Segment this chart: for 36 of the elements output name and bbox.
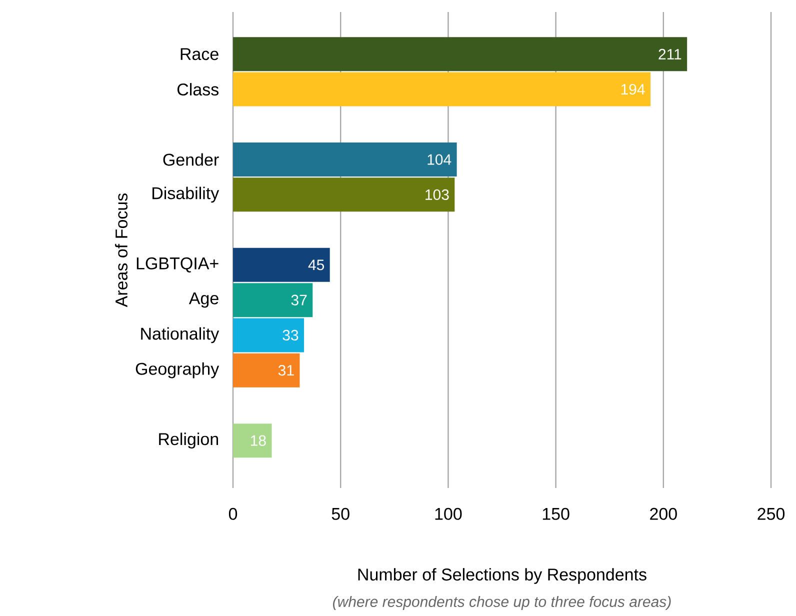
x-tick-label: 0 [228, 508, 238, 520]
y-tick-label: Age [188, 292, 218, 308]
text: (where respondents chose up to three focus areas) [333, 596, 671, 610]
y-tick-label: Geography [136, 362, 220, 378]
y-tick-label: Gender [163, 153, 219, 166]
bar [233, 72, 650, 106]
x-tick-label: 250 [758, 508, 785, 520]
bar [233, 142, 457, 177]
data-label: 33 [282, 330, 298, 340]
bar [233, 353, 300, 388]
bar [233, 283, 313, 318]
data-label: 104 [428, 154, 452, 165]
data-label: 31 [278, 365, 294, 376]
data-label: 45 [308, 260, 324, 270]
x-tick-label: 100 [435, 508, 462, 520]
x-tick-label: 200 [650, 508, 677, 520]
x-axis-title: Number of Selections by Respondents [358, 568, 646, 584]
bar [233, 248, 330, 282]
bar [233, 318, 304, 352]
y-tick-label: Class [177, 83, 219, 96]
y-tick-label: Race [180, 48, 218, 60]
bar [233, 424, 272, 458]
data-label: 37 [291, 294, 307, 306]
data-label: 18 [250, 435, 266, 446]
data-label: 194 [621, 84, 645, 95]
bar [233, 37, 688, 72]
y-tick-label: LGBTQIA+ [136, 257, 218, 272]
y-tick-label: Disability [152, 186, 220, 203]
bar [233, 178, 455, 212]
data-label: 211 [658, 48, 682, 60]
y-axis-title: Areas of Focus [115, 193, 128, 308]
y-tick-label: Nationality [141, 327, 220, 344]
x-tick-label: 150 [542, 508, 570, 520]
x-tick-label: 50 [332, 508, 350, 520]
data-label: 103 [426, 189, 449, 200]
y-tick-label: Religion [159, 432, 218, 449]
